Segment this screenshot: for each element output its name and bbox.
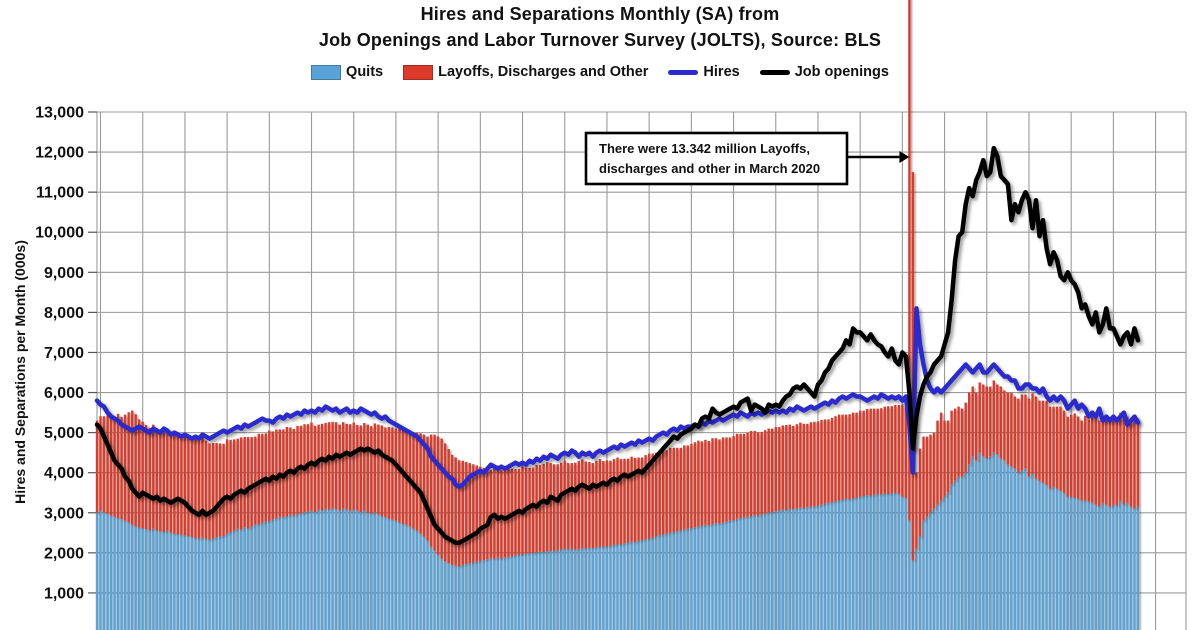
legend-label-job-openings: Job openings: [794, 64, 889, 80]
svg-text:5,000: 5,000: [44, 425, 84, 442]
y-axis-ticks: 1,000 2,000 3,000 4,000 5,000 6,000 7,000 8,000…: [35, 105, 97, 602]
svg-text:7,000: 7,000: [44, 345, 84, 362]
hires-line: [94, 306, 1141, 489]
y-axis-title: Hires and Separations per Month (000s): [12, 240, 28, 504]
svg-text:1,000: 1,000: [44, 585, 84, 602]
svg-text:2,000: 2,000: [44, 545, 84, 562]
legend-label-hires: Hires: [703, 64, 740, 80]
svg-text:11,000: 11,000: [36, 185, 84, 202]
quits-bars-layer: [95, 452, 1140, 630]
chart-title-line2: Job Openings and Labor Turnover Survey (…: [318, 30, 882, 50]
svg-text:8,000: 8,000: [44, 305, 84, 322]
svg-text:6,000: 6,000: [44, 385, 84, 402]
legend-item-job-openings: Job openings: [759, 64, 889, 80]
legend-item-hires: Hires: [668, 64, 740, 80]
svg-text:There were 13.342 million Layo: There were 13.342 million Layoffs,: [599, 141, 810, 156]
svg-text:13,000: 13,000: [35, 105, 84, 122]
job-openings-line: [94, 145, 1141, 546]
legend-label-quits: Quits: [346, 64, 384, 80]
chart-legend: Quits Layoffs, Discharges and Other Hire…: [0, 64, 1200, 80]
layoffs-bars-layer: [95, 0, 1140, 567]
svg-text:10,000: 10,000: [35, 225, 84, 242]
layoffs-swatch-icon: [403, 64, 434, 80]
svg-text:12,000: 12,000: [35, 145, 84, 162]
quits-swatch-icon: [311, 64, 342, 80]
svg-text:discharges and other in March: discharges and other in March 2020: [599, 161, 820, 176]
hires-line-swatch-icon: [668, 69, 699, 75]
annotation-callout: There were 13.342 million Layoffs, discha…: [584, 131, 910, 186]
svg-text:9,000: 9,000: [44, 265, 84, 282]
legend-item-quits: Quits: [311, 64, 383, 80]
svg-text:4,000: 4,000: [44, 465, 84, 482]
svg-text:3,000: 3,000: [44, 505, 84, 522]
legend-label-layoffs: Layoffs, Discharges and Other: [438, 64, 649, 80]
job-openings-line-swatch-icon: [759, 69, 790, 75]
legend-item-layoffs: Layoffs, Discharges and Other: [403, 64, 648, 80]
chart-title-line1: Hires and Separations Monthly (SA) from: [420, 4, 780, 24]
